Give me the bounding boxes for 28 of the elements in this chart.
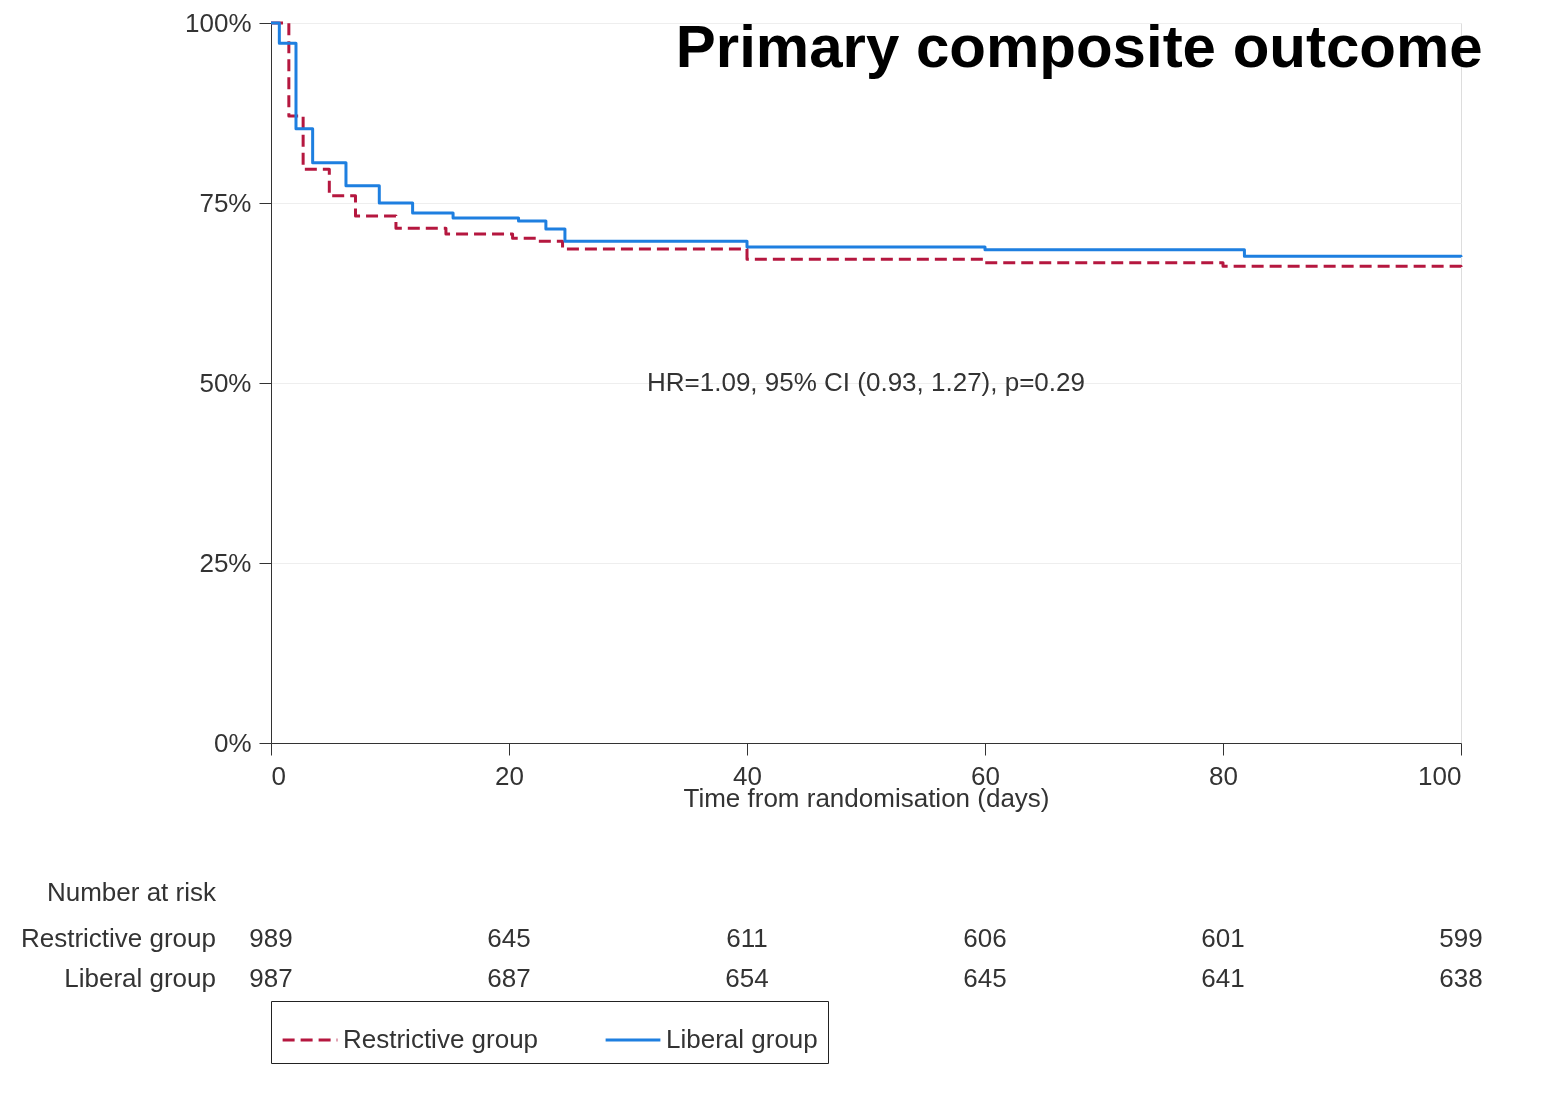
text: 606: [963, 923, 1007, 953]
text: 601: [1201, 923, 1245, 953]
y-tick-label: 100%: [185, 7, 252, 38]
text: 645: [963, 963, 1007, 993]
text: Restrictive group: [20, 923, 216, 953]
text: 654: [725, 963, 769, 993]
annotation: HR=1.09, 95% CI (0.93, 1.27), p=0.29: [647, 367, 1085, 397]
text: 989: [249, 923, 293, 953]
text: 638: [1439, 963, 1483, 993]
text: 645: [487, 923, 531, 953]
x-tick-label: 100: [1418, 760, 1462, 791]
text: 987: [249, 963, 293, 993]
x-tick-label: 80: [1209, 760, 1238, 791]
text: 687: [487, 963, 531, 993]
y-tick-label: 75%: [199, 187, 252, 218]
text: Number at risk: [46, 877, 217, 907]
x-tick-label: 20: [495, 760, 524, 791]
chart-title: Primary composite outcome: [675, 13, 1483, 80]
y-tick-label: 25%: [199, 547, 252, 578]
text: 599: [1439, 923, 1483, 953]
text: 641: [1201, 963, 1245, 993]
legend-label: Liberal group: [666, 1024, 818, 1054]
y-tick-label: 0%: [213, 727, 252, 758]
text: Liberal group: [64, 963, 216, 993]
y-tick-label: 50%: [199, 367, 252, 398]
legend-label: Restrictive group: [343, 1024, 539, 1054]
text: 611: [726, 923, 768, 953]
x-tick-label: 0: [271, 760, 286, 791]
